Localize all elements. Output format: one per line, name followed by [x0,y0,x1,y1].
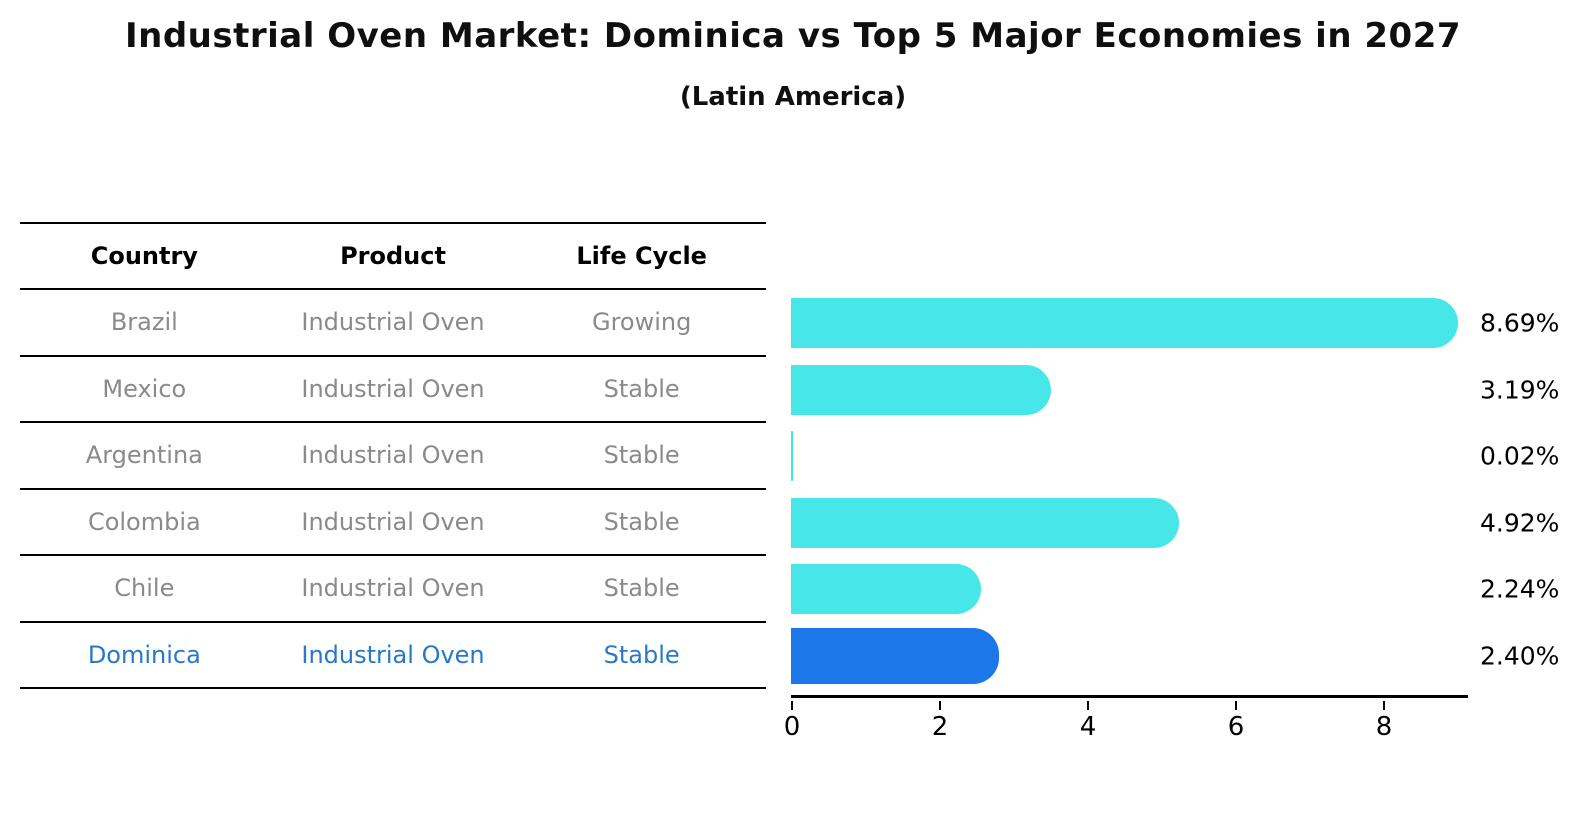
life-cycle-cell: Stable [603,640,680,669]
chart-title: Industrial Oven Market: Dominica vs Top … [124,16,1462,56]
product-cell: Industrial Oven [301,374,485,403]
table-header-row: Country Product Life Cycle [20,222,766,290]
bar-plot: 8.69% 3.19% 0.02% 4.92% 2.24% 2.40% [791,290,1586,689]
x-axis-tick-label: 8 [1375,712,1393,742]
bar-mexico [791,364,1052,415]
bar-chile [791,564,981,614]
product-cell: Industrial Oven [301,507,485,536]
x-axis: 0 2 4 6 8 [784,695,1468,742]
table-row-brazil: Brazil Industrial Oven Growing [20,290,766,357]
x-axis-tick [791,701,793,710]
life-cycle-cell: Growing [591,308,692,337]
country-cell: Brazil [110,308,178,337]
life-cycle-cell: Stable [603,441,680,470]
bar-value-label: 2.24% [1480,574,1560,604]
bar-colombia [791,497,1180,548]
table-row-dominica: Dominica Industrial Oven Stable [20,623,766,689]
product-cell: Industrial Oven [301,441,485,470]
column-header-product: Product [340,242,446,270]
comparison-table: Country Product Life Cycle Brazil Indust… [20,222,766,689]
x-axis-tick-label: 4 [1079,712,1097,742]
life-cycle-cell: Stable [603,507,680,536]
bar-row-dominica: 2.40% [791,623,1586,690]
x-axis-tick [1087,701,1089,710]
country-cell: Dominica [87,640,201,669]
x-axis-tick [939,701,941,710]
x-axis-tick [1383,701,1385,710]
table-row-colombia: Colombia Industrial Oven Stable [20,490,766,556]
product-cell: Industrial Oven [301,574,485,603]
bar-value-label: 8.69% [1480,308,1560,338]
product-cell: Industrial Oven [301,308,485,337]
bar-dominica [791,627,999,684]
x-axis-tick-label: 6 [1227,712,1245,742]
country-cell: Chile [114,574,175,603]
column-header-country: Country [90,242,198,270]
bar-value-label: 3.19% [1480,375,1560,405]
bar-row-chile: 2.24% [791,556,1586,623]
life-cycle-cell: Stable [603,574,680,603]
country-cell: Colombia [87,507,201,536]
column-header-life-cycle: Life Cycle [576,242,707,270]
bar-row-mexico: 3.19% [791,357,1586,424]
product-cell: Industrial Oven [301,640,485,669]
bar-brazil [791,298,1459,348]
bar-row-argentina: 0.02% [791,423,1586,490]
bar-value-label: 0.02% [1480,441,1560,471]
bar-argentina [791,431,793,481]
bar-value-label: 2.40% [1480,641,1560,671]
x-axis-tick-label: 0 [783,712,801,742]
table-row-mexico: Mexico Industrial Oven Stable [20,357,766,423]
x-axis-tick [1235,701,1237,710]
country-cell: Mexico [102,374,187,403]
country-cell: Argentina [85,441,203,470]
table-row-chile: Chile Industrial Oven Stable [20,556,766,623]
bar-value-label: 4.92% [1480,508,1560,538]
life-cycle-cell: Stable [603,374,680,403]
bar-row-brazil: 8.69% [791,290,1586,357]
chart-subtitle: (Latin America) [679,82,907,112]
x-axis-tick-label: 2 [931,712,949,742]
bar-row-colombia: 4.92% [791,490,1586,557]
table-row-argentina: Argentina Industrial Oven Stable [20,423,766,490]
